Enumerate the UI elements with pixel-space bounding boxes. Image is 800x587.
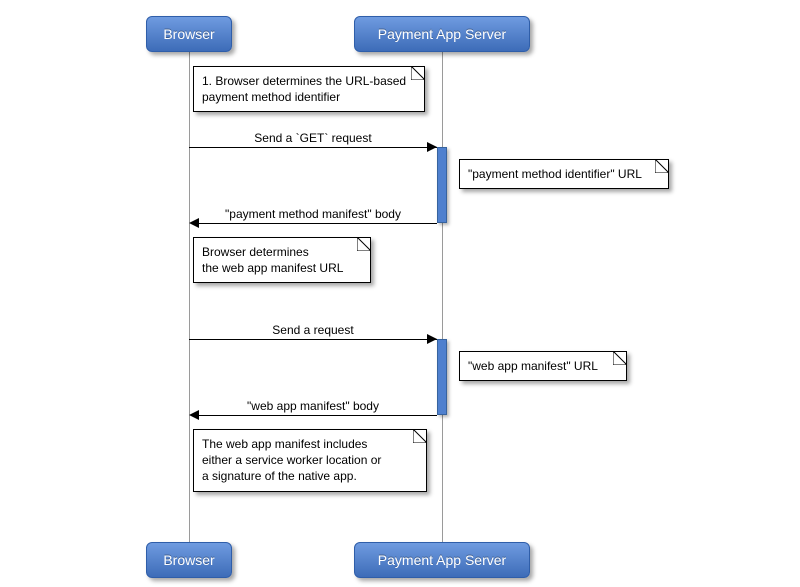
note-step1: 1. Browser determines the URL-based paym… bbox=[193, 66, 425, 112]
note-wam-contents: The web app manifest includes either a s… bbox=[193, 429, 427, 492]
message-2-line bbox=[199, 223, 437, 224]
participant-browser-label-bottom: Browser bbox=[163, 552, 214, 568]
note-wam-contents-text: The web app manifest includes either a s… bbox=[202, 437, 381, 483]
note-pmi-url: "payment method identifier" URL bbox=[459, 159, 669, 189]
sequence-diagram: Browser Payment App Server 1. Browser de… bbox=[0, 0, 800, 587]
note-pmi-url-text: "payment method identifier" URL bbox=[468, 167, 642, 181]
message-3-label: Send a request bbox=[189, 323, 437, 337]
participant-server-bottom: Payment App Server bbox=[354, 542, 530, 578]
note-wam-url: "web app manifest" URL bbox=[459, 351, 627, 381]
message-4-line bbox=[199, 415, 437, 416]
message-2-label: "payment method manifest" body bbox=[189, 207, 437, 221]
note-fold-icon bbox=[655, 159, 669, 173]
message-4-arrow-icon bbox=[189, 410, 199, 420]
note-determine-wam: Browser determines the web app manifest … bbox=[193, 237, 371, 283]
note-fold-icon bbox=[357, 237, 371, 251]
activation-1 bbox=[437, 147, 447, 223]
participant-server-top: Payment App Server bbox=[354, 16, 530, 52]
note-fold-icon bbox=[613, 351, 627, 365]
participant-server-label-bottom: Payment App Server bbox=[378, 552, 506, 568]
message-2-arrow-icon bbox=[189, 218, 199, 228]
activation-2 bbox=[437, 339, 447, 415]
note-wam-url-text: "web app manifest" URL bbox=[468, 359, 598, 373]
message-1-line bbox=[189, 147, 437, 148]
participant-server-label: Payment App Server bbox=[378, 26, 506, 42]
note-step1-text: 1. Browser determines the URL-based paym… bbox=[202, 74, 406, 104]
message-4-label: "web app manifest" body bbox=[189, 399, 437, 413]
note-determine-wam-text: Browser determines the web app manifest … bbox=[202, 245, 343, 275]
message-3-line bbox=[189, 339, 437, 340]
participant-browser-label: Browser bbox=[163, 26, 214, 42]
participant-browser-top: Browser bbox=[146, 16, 232, 52]
note-fold-icon bbox=[411, 66, 425, 80]
message-1-label: Send a `GET` request bbox=[189, 131, 437, 145]
message-1-arrow-icon bbox=[427, 142, 437, 152]
lifeline-browser bbox=[189, 52, 190, 542]
participant-browser-bottom: Browser bbox=[146, 542, 232, 578]
lifeline-server bbox=[442, 52, 443, 542]
note-fold-icon bbox=[413, 429, 427, 443]
message-3-arrow-icon bbox=[427, 334, 437, 344]
